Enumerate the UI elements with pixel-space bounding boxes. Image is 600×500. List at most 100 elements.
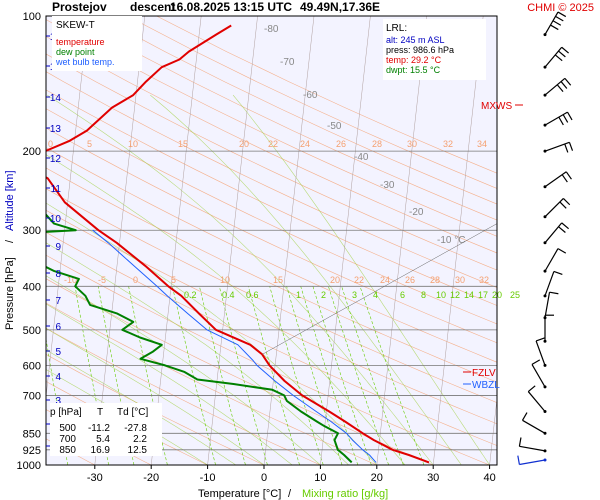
axes: 1002003004005006007008509251000123456789…	[17, 11, 496, 484]
table-cell: 5.4	[96, 434, 110, 445]
wind-barb-shaft	[527, 391, 546, 412]
lrl-altitude: alt: 245 m ASL	[386, 35, 445, 45]
wind-barb-flag	[517, 455, 520, 465]
mixing-ratio-label-upper: 22	[268, 139, 278, 149]
table-cell: 700	[59, 434, 76, 445]
wind-barb-shaft	[544, 111, 568, 126]
series-wet-bulb-temp	[92, 229, 377, 463]
credit-text: CHMI © 2025	[527, 2, 594, 14]
wind-barb-flag	[557, 11, 567, 18]
mixing-ratio-label-mid: 32	[479, 275, 489, 285]
mixing-ratio-label-mid: 24	[380, 275, 390, 285]
table-cell: 2.2	[133, 434, 147, 445]
x-axis-label-mixing: Mixing ratio [g/kg]	[302, 488, 388, 500]
isotherm	[320, 16, 371, 465]
mixing-ratio-label-mid: 20	[330, 275, 340, 285]
pressure-tick-label: 300	[23, 225, 41, 237]
x-tick-label: 30	[427, 472, 439, 484]
mixing-ratio-label-lower: 6	[400, 290, 405, 300]
pressure-tick-label: 700	[23, 390, 41, 402]
mixing-ratio-label-mid: -5	[98, 275, 106, 285]
mixing-ratio-label-mid: 30	[455, 275, 465, 285]
isotherm-label: -20	[409, 207, 424, 218]
mixing-ratio-line	[341, 286, 404, 465]
moist-adiabat	[46, 369, 208, 465]
mixing-ratio-label-mid: 0	[133, 275, 138, 285]
table-header-p: p [hPa]	[50, 407, 82, 418]
mixing-ratio-label-lower: 0.4	[222, 290, 235, 300]
pressure-tick-label: 1000	[17, 460, 41, 472]
legend: SKEW-T temperature dew point wet bulb te…	[52, 16, 142, 71]
wind-barb-flag	[527, 385, 536, 393]
mixing-ratio-label-lower: 3	[352, 290, 357, 300]
wind-barb-shaft	[544, 46, 563, 68]
isotherm-label: -60	[303, 90, 318, 101]
wind-barb-flag	[557, 248, 567, 254]
x-tick-label: 0	[261, 472, 267, 484]
wind-barb-flag	[556, 84, 564, 93]
wind-barb-flag	[550, 24, 559, 31]
series-temperature	[46, 24, 430, 464]
wind-barb-shaft	[531, 364, 546, 388]
wbzl-label: WBZL	[472, 380, 500, 391]
y-axis-label-pressure: Pressure [hPa]	[4, 257, 16, 330]
altitude-tick-label: 4	[55, 372, 61, 383]
mixing-ratio-label-upper: 28	[372, 139, 382, 149]
moist-adiabat	[232, 94, 490, 465]
wind-barb-base	[543, 339, 547, 343]
mixing-ratio-label-upper: 20	[239, 139, 249, 149]
pressure-tick-label: 500	[23, 325, 41, 337]
wind-barb-base	[543, 431, 547, 435]
wind-barb-flag	[558, 116, 564, 126]
wind-barb-flag	[561, 46, 569, 54]
table-header-td: Td [°C]	[117, 407, 148, 418]
y-axis-label-altitude: Altitude [km]	[4, 170, 16, 231]
legend-title: SKEW-T	[56, 20, 95, 31]
mixing-ratio-label-mid: 22	[354, 275, 364, 285]
altitude-tick-label: 10	[50, 214, 62, 225]
wind-barb-shaft	[544, 197, 564, 218]
pressure-tick-label: 100	[23, 11, 41, 23]
wind-barb-flag	[553, 270, 563, 276]
wind-barb-flag	[521, 412, 528, 421]
dry-adiabat	[97, 16, 497, 205]
series-dew-point	[46, 213, 353, 464]
fzlv-label: FZLV	[472, 368, 496, 379]
wind-barb-base	[543, 409, 547, 413]
dry-adiabat	[46, 108, 497, 325]
wind-barb-flag	[549, 291, 559, 295]
dry-adiabat	[46, 19, 497, 237]
wind-barb-shaft	[544, 222, 563, 244]
pressure-tick-label: 200	[23, 146, 41, 158]
dry-adiabat	[68, 16, 497, 221]
isotherm	[432, 16, 484, 465]
wind-barb-shaft	[544, 292, 551, 318]
isotherm	[376, 16, 428, 465]
pressure-tick-label: 600	[23, 360, 41, 372]
x-tick-label: 20	[371, 472, 383, 484]
lrl-pressure: press: 986.6 hPa	[386, 45, 454, 55]
dry-adiabat	[46, 188, 497, 403]
mxws-label: MXWS	[481, 101, 512, 112]
wind-barb-shaft	[544, 271, 555, 297]
plot-frame	[45, 15, 498, 466]
mixing-ratio-label-lower: 1	[296, 290, 301, 300]
table-cell: 850	[59, 445, 76, 456]
mixing-ratio-label-lower: 17	[478, 290, 488, 300]
wind-barb-base	[543, 65, 547, 69]
altitude-tick-label: 5	[55, 347, 61, 358]
wind-barb-flag	[564, 143, 569, 153]
pressure-tick-label: 400	[23, 281, 41, 293]
y-axis-title: Pressure [hPa] / Altitude [km]	[4, 170, 16, 330]
legend-wet-bulb: wet bulb temp.	[55, 57, 115, 67]
isotherm-label: -40	[354, 152, 369, 163]
wind-barb-shaft	[544, 11, 559, 35]
dry-adiabat	[46, 71, 497, 288]
moist-adiabat	[46, 303, 293, 465]
wind-barb-shaft	[544, 171, 567, 188]
wind-barb-base	[543, 185, 547, 189]
isotherm-label: -50	[327, 121, 342, 132]
wind-barb-flag	[531, 359, 541, 365]
y-axis-separator: /	[4, 239, 16, 243]
